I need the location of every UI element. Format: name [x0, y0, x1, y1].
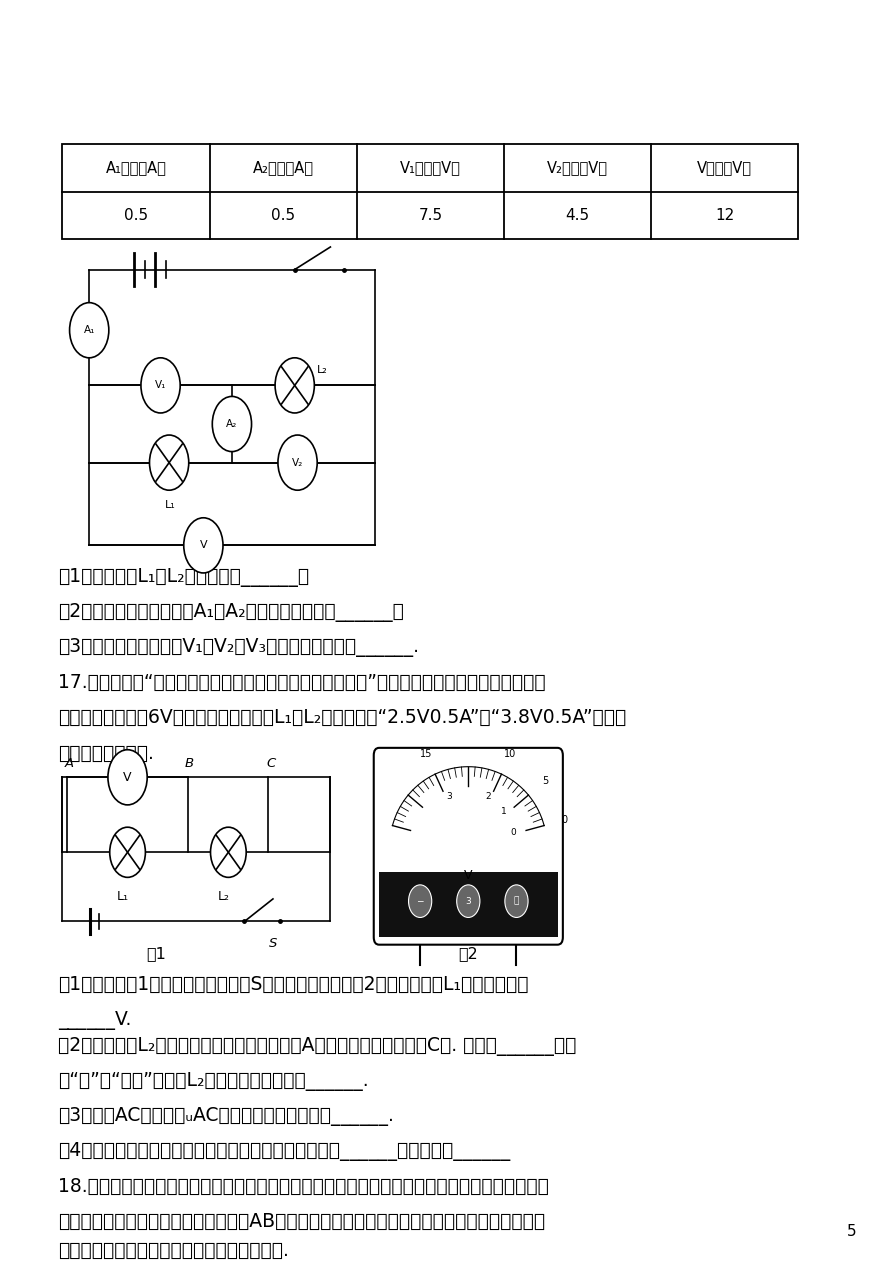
Text: （1）由图可知L₁、L₂连接方式是______；: （1）由图可知L₁、L₂连接方式是______；	[58, 568, 310, 587]
Text: C: C	[267, 757, 276, 769]
Text: L₁: L₁	[117, 890, 129, 903]
Text: 1: 1	[501, 807, 507, 816]
Text: 一个，电压恒定为6V；开关一个；小灯泡L₁、L₂，分别标有“2.5V0.5A”和“3.8V0.5A”；电压: 一个，电压恒定为6V；开关一个；小灯泡L₁、L₂，分别标有“2.5V0.5A”和…	[58, 709, 626, 727]
Text: V: V	[464, 869, 473, 882]
Text: 出相应的电阔値，将数据记录在表一、表二中.: 出相应的电阔値，将数据记录在表一、表二中.	[58, 1242, 289, 1260]
Circle shape	[275, 357, 314, 413]
Text: （2）蓝兰测量L₂两端的电压时，只把电压表与A点连接的接线柱改接到C点. 这样做______（选: （2）蓝兰测量L₂两端的电压时，只把电压表与A点连接的接线柱改接到C点. 这样做…	[58, 1037, 576, 1056]
Circle shape	[457, 885, 480, 917]
Text: A₂: A₂	[227, 419, 237, 429]
Text: A₁: A₁	[84, 326, 95, 335]
Text: 15: 15	[420, 749, 433, 759]
Text: V₁: V₁	[155, 380, 166, 390]
Text: A₂示数（A）: A₂示数（A）	[252, 160, 314, 176]
Text: 5: 5	[847, 1224, 856, 1239]
Text: V: V	[123, 770, 132, 784]
Text: 10: 10	[504, 749, 516, 759]
Text: 3: 3	[446, 792, 451, 801]
Text: （3）测量AC间的电压ᵤAC时，电压表量程应选用______.: （3）测量AC间的电压ᵤAC时，电压表量程应选用______.	[58, 1108, 394, 1127]
Text: 0: 0	[510, 827, 516, 836]
Circle shape	[278, 434, 318, 490]
Text: 图2: 图2	[458, 946, 478, 961]
Text: 填“能”或“不能”）测量L₂两端的电压，原因是______.: 填“能”或“不能”）测量L₂两端的电压，原因是______.	[58, 1072, 368, 1091]
Circle shape	[110, 827, 145, 878]
Circle shape	[150, 434, 189, 490]
FancyBboxPatch shape	[374, 748, 563, 945]
Circle shape	[212, 397, 252, 452]
Bar	[379, 871, 558, 937]
Text: V: V	[200, 541, 207, 551]
Text: A₁示数（A）: A₁示数（A）	[105, 160, 167, 176]
Text: （4）为了方便进行多次实验，还必须添加的一种器材是______，其作用是______: （4）为了方便进行多次实验，还必须添加的一种器材是______，其作用是____…	[58, 1142, 510, 1161]
Circle shape	[70, 303, 109, 357]
Text: V示数（V）: V示数（V）	[698, 160, 752, 176]
Text: A: A	[65, 757, 74, 769]
Text: 表一个；导线若干.: 表一个；导线若干.	[58, 744, 153, 763]
Text: ⑮: ⑮	[514, 897, 519, 906]
Text: −: −	[417, 897, 424, 906]
Text: 2: 2	[485, 792, 491, 801]
Text: L₁: L₁	[165, 500, 176, 510]
Text: 18.某小组同学通过实验研究导体电阔的大小与哪些因素有关，如图所示，他们在常温下将横截面: 18.某小组同学通过实验研究导体电阔的大小与哪些因素有关，如图所示，他们在常温下…	[58, 1177, 549, 1196]
Bar	[62, 144, 798, 240]
Text: 4.5: 4.5	[566, 208, 590, 224]
Text: 0.5: 0.5	[124, 208, 148, 224]
Text: （1）蓝兰按图1连好电路，闭合开关S，电压表的示数如图2所示，则此时L₁两端的电压是: （1）蓝兰按图1连好电路，闭合开关S，电压表的示数如图2所示，则此时L₁两端的电…	[58, 975, 528, 994]
Text: L₂: L₂	[317, 365, 327, 375]
Circle shape	[409, 885, 432, 917]
Text: （2）由表中的实验数据中A₁、A₂的示数可得出结论______；: （2）由表中的实验数据中A₁、A₂的示数可得出结论______；	[58, 602, 404, 623]
Text: （3）由表中的实验数据V₁、V₂、V₃的示数可得出结论______.: （3）由表中的实验数据V₁、V₂、V₃的示数可得出结论______.	[58, 638, 419, 657]
Text: 5: 5	[541, 775, 548, 786]
Text: S: S	[269, 937, 277, 950]
Circle shape	[141, 357, 180, 413]
Text: 3: 3	[466, 897, 471, 906]
Circle shape	[108, 750, 147, 805]
Circle shape	[505, 885, 528, 917]
Text: 0: 0	[562, 815, 568, 825]
Text: B: B	[185, 757, 194, 769]
Circle shape	[211, 827, 246, 878]
Text: V₂示数（V）: V₂示数（V）	[547, 160, 608, 176]
Text: 0.5: 0.5	[271, 208, 295, 224]
Text: 17.蓝兰在探究“串联电路各部分电路的电压与总电压的关系”的实验中，已选用的器材是：电源: 17.蓝兰在探究“串联电路各部分电路的电压与总电压的关系”的实验中，已选用的器材…	[58, 673, 546, 692]
Text: 积、长度不同的各种电阔丝接入电路的AB两点间，同时用电流表和电压表测量电流、电压，计算: 积、长度不同的各种电阔丝接入电路的AB两点间，同时用电流表和电压表测量电流、电压…	[58, 1212, 545, 1231]
Text: ______V.: ______V.	[58, 1010, 131, 1029]
Text: 7.5: 7.5	[418, 208, 442, 224]
Text: V₁示数（V）: V₁示数（V）	[400, 160, 461, 176]
Text: 12: 12	[715, 208, 734, 224]
Text: V₂: V₂	[292, 457, 303, 467]
Text: 图1: 图1	[146, 946, 166, 961]
Text: L₂: L₂	[218, 890, 230, 903]
Circle shape	[184, 518, 223, 573]
